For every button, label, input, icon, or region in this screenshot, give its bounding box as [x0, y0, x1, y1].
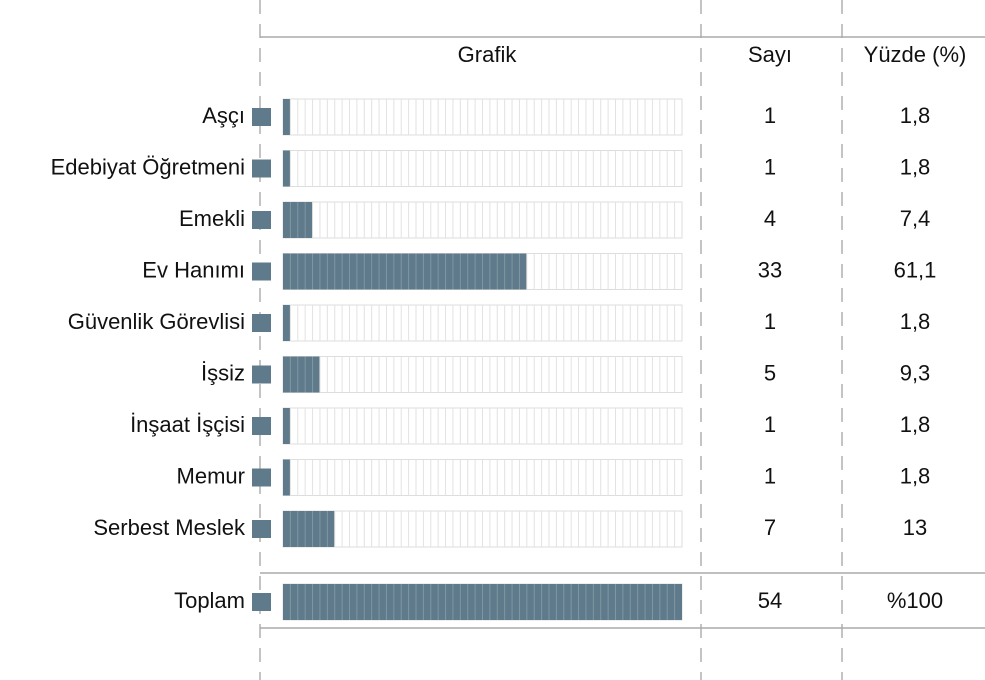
count: 1 [764, 103, 776, 128]
count: 1 [764, 412, 776, 437]
percent: 7,4 [900, 206, 931, 231]
column-header: Grafik [458, 42, 518, 67]
count: 4 [764, 206, 776, 231]
legend-square [252, 593, 271, 611]
column-header: Yüzde (%) [864, 42, 967, 67]
percent: 1,8 [900, 412, 931, 437]
count: 7 [764, 515, 776, 540]
count: 1 [764, 154, 776, 179]
legend-square [252, 108, 271, 126]
count: 33 [758, 257, 782, 282]
legend-square [252, 468, 271, 487]
row-label: Güvenlik Görevlisi [68, 309, 245, 334]
column-header: Sayı [748, 42, 792, 67]
percent: 1,8 [900, 154, 931, 179]
row-label: Aşçı [202, 103, 245, 128]
percent: 9,3 [900, 360, 931, 385]
bar [283, 408, 291, 444]
count: 54 [758, 588, 782, 613]
legend-square [252, 417, 271, 435]
row-label: Toplam [174, 588, 245, 613]
legend-square [252, 314, 271, 332]
bar [283, 356, 320, 393]
percent: 13 [903, 515, 927, 540]
legend-square [252, 365, 271, 384]
percent: 1,8 [900, 309, 931, 334]
legend-square [252, 520, 271, 538]
legend-square [252, 211, 271, 229]
percent: 61,1 [894, 257, 937, 282]
legend-square [252, 262, 271, 281]
row-label: Emekli [179, 206, 245, 231]
bar [283, 305, 291, 341]
percent: %100 [887, 588, 943, 613]
row-label: Memur [177, 463, 245, 488]
bar [283, 511, 335, 547]
bar [283, 253, 527, 290]
count: 1 [764, 309, 776, 334]
row-label: Ev Hanımı [142, 257, 245, 282]
row-label: Serbest Meslek [93, 515, 246, 540]
row-label: İşsiz [201, 360, 245, 385]
row-label: İnşaat İşçisi [130, 412, 245, 437]
percent: 1,8 [900, 103, 931, 128]
bar [283, 459, 291, 496]
bar [283, 150, 291, 187]
legend-square [252, 159, 271, 178]
count: 5 [764, 360, 776, 385]
bar [283, 99, 291, 135]
count: 1 [764, 463, 776, 488]
percent: 1,8 [900, 463, 931, 488]
row-label: Edebiyat Öğretmeni [51, 154, 245, 179]
